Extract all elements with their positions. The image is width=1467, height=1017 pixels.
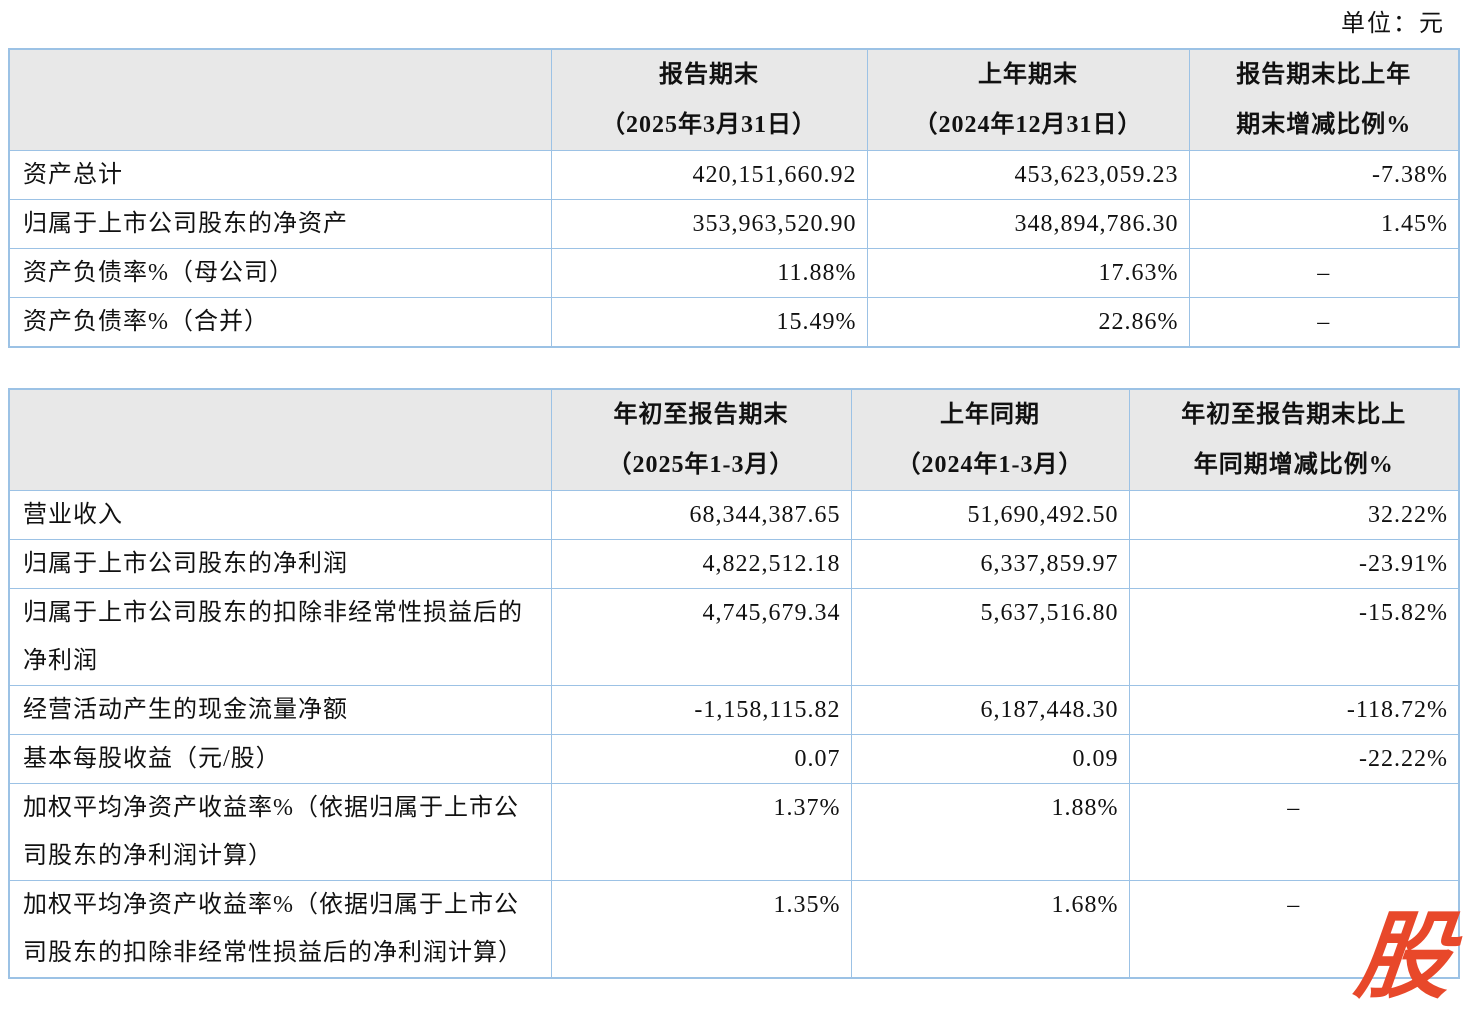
header-line-1: 上年期末 (978, 62, 1078, 88)
prior-value: 51,690,492.50 (850, 490, 1130, 540)
change-value: -118.72% (1128, 685, 1460, 735)
table-row-debt-ratio-consolidated: 资产负债率%（合并） 15.49% 22.86% – (8, 297, 1460, 348)
current-value: 420,151,660.92 (550, 150, 868, 200)
table-row-revenue: 营业收入 68,344,387.65 51,690,492.50 32.22% (8, 490, 1460, 540)
header-prior-period: 上年同期 （2024年1-3月） (850, 388, 1130, 491)
prior-value: 1.88% (850, 783, 1130, 881)
row-label: 加权平均净资产收益率%（依据归属于上市公司股东的净利润计算） (8, 783, 552, 881)
change-value: -7.38% (1188, 150, 1460, 200)
prior-value: 453,623,059.23 (866, 150, 1190, 200)
prior-value: 1.68% (850, 880, 1130, 979)
header-change-ratio: 报告期末比上年 期末增减比例% (1188, 48, 1460, 151)
table-row-basic-eps: 基本每股收益（元/股） 0.07 0.09 -22.22% (8, 734, 1460, 784)
header-line-2: （2025年3月31日） (601, 112, 817, 138)
current-value: 4,822,512.18 (550, 539, 852, 589)
current-value: 1.35% (550, 880, 852, 979)
header-line-2: 年同期增减比例% (1193, 452, 1394, 478)
change-value: – (1188, 248, 1460, 298)
header-change-ratio: 年初至报告期末比上 年同期增减比例% (1128, 388, 1460, 491)
table-row-total-assets: 资产总计 420,151,660.92 453,623,059.23 -7.38… (8, 150, 1460, 200)
prior-value: 17.63% (866, 248, 1190, 298)
row-label: 资产负债率%（合并） (8, 297, 552, 348)
current-value: 1.37% (550, 783, 852, 881)
row-label: 营业收入 (8, 490, 552, 540)
current-value: 11.88% (550, 248, 868, 298)
change-value: -23.91% (1128, 539, 1460, 589)
row-label: 资产总计 (8, 150, 552, 200)
prior-value: 6,187,448.30 (850, 685, 1130, 735)
row-label: 归属于上市公司股东的净资产 (8, 199, 552, 249)
change-value: – (1188, 297, 1460, 348)
prior-value: 22.86% (866, 297, 1190, 348)
table-row-net-profit: 归属于上市公司股东的净利润 4,822,512.18 6,337,859.97 … (8, 539, 1460, 589)
header-line-2: （2024年1-3月） (896, 452, 1084, 478)
header-line-1: 上年同期 (940, 402, 1040, 428)
income-table-header-row: 年初至报告期末 （2025年1-3月） 上年同期 （2024年1-3月） 年初至… (8, 388, 1460, 491)
table-row-weighted-roe-excl-nonrecurring: 加权平均净资产收益率%（依据归属于上市公司股东的扣除非经常性损益后的净利润计算）… (8, 880, 1460, 979)
current-value: 4,745,679.34 (550, 588, 852, 686)
change-value: – (1128, 880, 1460, 979)
current-value: 353,963,520.90 (550, 199, 868, 249)
current-value: 0.07 (550, 734, 852, 784)
header-line-1: 年初至报告期末 (613, 402, 789, 428)
header-prior-period: 上年期末 （2024年12月31日） (866, 48, 1190, 151)
header-current-period: 年初至报告期末 （2025年1-3月） (550, 388, 852, 491)
row-label: 归属于上市公司股东的净利润 (8, 539, 552, 589)
prior-value: 5,637,516.80 (850, 588, 1130, 686)
change-value: 32.22% (1128, 490, 1460, 540)
balance-table-header-row: 报告期末 （2025年3月31日） 上年期末 （2024年12月31日） 报告期… (8, 48, 1460, 151)
row-label: 基本每股收益（元/股） (8, 734, 552, 784)
change-value: 1.45% (1188, 199, 1460, 249)
stock-watermark-logo: 股 (1350, 904, 1457, 1010)
balance-summary-table: 报告期末 （2025年3月31日） 上年期末 （2024年12月31日） 报告期… (8, 48, 1460, 348)
header-line-2: （2024年12月31日） (913, 112, 1143, 138)
header-line-2: 期末增减比例% (1236, 112, 1412, 138)
prior-value: 0.09 (850, 734, 1130, 784)
row-label: 加权平均净资产收益率%（依据归属于上市公司股东的扣除非经常性损益后的净利润计算） (8, 880, 552, 979)
header-current-period: 报告期末 （2025年3月31日） (550, 48, 868, 151)
header-empty-cell (8, 388, 552, 491)
current-value: 68,344,387.65 (550, 490, 852, 540)
prior-value: 348,894,786.30 (866, 199, 1190, 249)
table-row-debt-ratio-parent: 资产负债率%（母公司） 11.88% 17.63% – (8, 248, 1460, 298)
change-value: -15.82% (1128, 588, 1460, 686)
row-label: 资产负债率%（母公司） (8, 248, 552, 298)
current-value: 15.49% (550, 297, 868, 348)
header-empty-cell (8, 48, 552, 151)
table-row-net-profit-excl-nonrecurring: 归属于上市公司股东的扣除非经常性损益后的净利润 4,745,679.34 5,6… (8, 588, 1460, 686)
current-value: -1,158,115.82 (550, 685, 852, 735)
table-row-net-assets: 归属于上市公司股东的净资产 353,963,520.90 348,894,786… (8, 199, 1460, 249)
change-value: -22.22% (1128, 734, 1460, 784)
prior-value: 6,337,859.97 (850, 539, 1130, 589)
table-row-operating-cash-flow: 经营活动产生的现金流量净额 -1,158,115.82 6,187,448.30… (8, 685, 1460, 735)
header-line-1: 报告期末比上年 (1236, 62, 1412, 88)
unit-label: 单位：元 (1341, 11, 1445, 37)
row-label: 经营活动产生的现金流量净额 (8, 685, 552, 735)
header-line-1: 年初至报告期末比上 (1181, 402, 1407, 428)
table-row-weighted-roe: 加权平均净资产收益率%（依据归属于上市公司股东的净利润计算） 1.37% 1.8… (8, 783, 1460, 881)
change-value: – (1128, 783, 1460, 881)
header-line-2: （2025年1-3月） (607, 452, 795, 478)
income-summary-table: 年初至报告期末 （2025年1-3月） 上年同期 （2024年1-3月） 年初至… (8, 388, 1460, 979)
header-line-1: 报告期末 (659, 62, 759, 88)
row-label: 归属于上市公司股东的扣除非经常性损益后的净利润 (8, 588, 552, 686)
